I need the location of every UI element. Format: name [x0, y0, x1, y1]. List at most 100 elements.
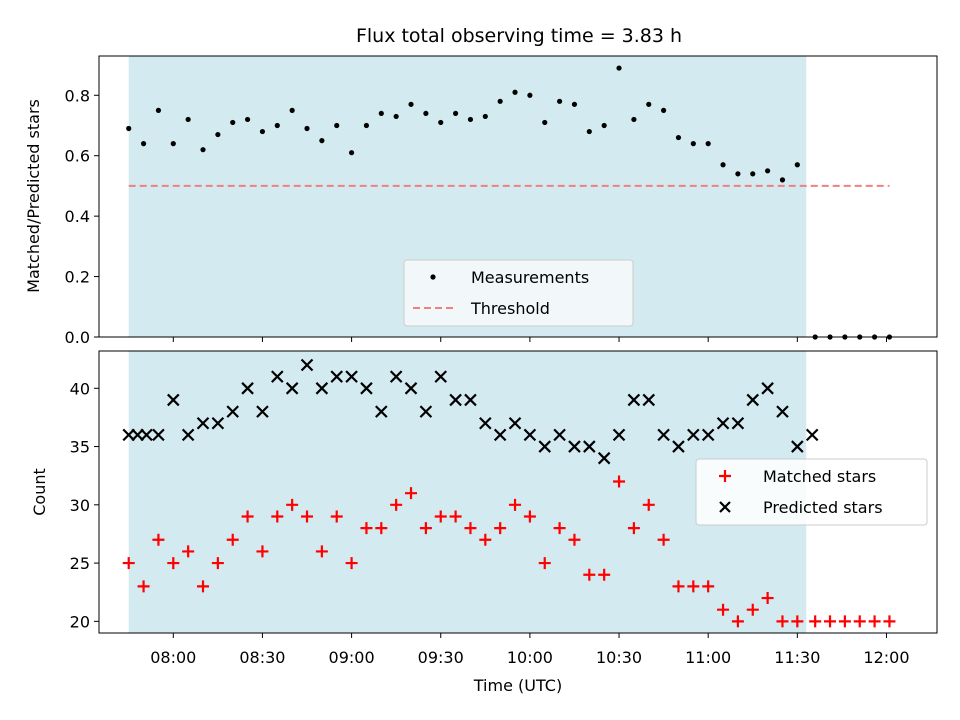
predicted-star-point: [508, 416, 522, 430]
x-tick-label: 10:00: [507, 648, 553, 667]
matched-star-point: [464, 522, 477, 535]
measurement-point: [571, 101, 578, 107]
matched-star-point: [449, 510, 462, 523]
top-y-tick-label: 0.4: [65, 207, 90, 226]
matched-star-point: [419, 522, 432, 535]
predicted-star-point: [389, 370, 403, 383]
predicted-star-point: [152, 428, 165, 442]
predicted-star-point: [716, 416, 730, 430]
matched-star-point: [315, 545, 328, 558]
legend-predicted-label: Predicted stars: [763, 498, 883, 517]
predicted-star-point: [568, 440, 581, 453]
predicted-star-point: [271, 370, 284, 383]
matched-star-point: [672, 580, 685, 593]
measurement-point: [452, 110, 459, 117]
predicted-star-point: [211, 416, 225, 430]
predicted-star-point: [449, 393, 462, 407]
x-tick-label: 08:30: [239, 648, 285, 667]
legend-measurements-label: Measurements: [471, 268, 589, 287]
predicted-star-point: [791, 440, 804, 453]
measurement-point: [319, 138, 325, 144]
bottom-y-tick-label: 35: [70, 438, 90, 457]
bottom-legend-box: [695, 458, 928, 526]
predicted-star-point: [464, 393, 477, 407]
predicted-star-point: [345, 370, 358, 383]
legend-matched-label: Matched stars: [763, 467, 876, 486]
measurement-point: [378, 110, 384, 117]
legend-measurements-marker: [430, 274, 436, 280]
predicted-star-point: [612, 428, 626, 442]
matched-star-point: [809, 615, 822, 628]
bottom-y-tick-label: 25: [70, 554, 90, 573]
measurement-point: [765, 168, 771, 174]
matched-star-point: [271, 510, 284, 523]
measurement-point: [616, 65, 622, 71]
predicted-star-point: [627, 393, 641, 407]
predicted-star-point: [315, 382, 329, 395]
measurement-point: [438, 119, 444, 126]
matched-star-point: [405, 487, 418, 500]
predicted-star-point: [140, 428, 153, 442]
measurement-point: [720, 162, 726, 168]
matched-star-point: [791, 615, 804, 628]
measurement-point: [244, 116, 251, 123]
predicted-star-point: [642, 393, 656, 407]
matched-star-point: [330, 510, 343, 523]
matched-star-point: [868, 615, 881, 628]
matched-star-point: [360, 522, 373, 535]
measurement-point: [557, 98, 563, 104]
measurement-point: [423, 110, 429, 117]
predicted-star-point: [553, 428, 566, 442]
predicted-star-point: [583, 440, 596, 453]
measurement-point: [140, 141, 147, 147]
measurement-point: [259, 128, 266, 135]
predicted-star-point: [375, 405, 388, 418]
bottom-y-axis-label: Count: [30, 468, 49, 516]
measurement-point: [408, 101, 414, 107]
measurement-point: [215, 131, 221, 138]
top-y-tick-label: 0.6: [65, 147, 90, 166]
bottom-y-tick-label: 20: [70, 612, 90, 631]
measurement-point: [393, 113, 399, 120]
matched-star-point: [687, 580, 700, 593]
measurement-point: [705, 141, 711, 147]
measurement-point: [482, 113, 488, 120]
chart-title: Flux total observing time = 3.83 h: [356, 25, 682, 47]
matched-star-point: [197, 580, 210, 593]
matched-star-point: [717, 603, 730, 616]
predicted-star-point: [419, 405, 433, 418]
top-panel: 0.00.20.40.60.8 Matched/Predicted stars …: [24, 55, 938, 347]
measurement-point: [794, 162, 800, 168]
x-axis-label: Time (UTC): [473, 676, 562, 695]
predicted-star-point: [761, 382, 774, 395]
x-tick-label: 12:00: [863, 648, 909, 667]
matched-star-point: [211, 557, 224, 570]
matched-star-point: [746, 603, 759, 616]
matched-star-point: [152, 533, 165, 546]
measurement-point: [274, 122, 280, 129]
bottom-y-tick-label: 30: [70, 496, 90, 515]
top-y-tick-label: 0.8: [65, 86, 90, 105]
matched-star-point: [824, 615, 837, 628]
matched-star-point: [731, 615, 744, 628]
top-y-tick-label: 0.0: [65, 328, 90, 347]
bottom-panel: 20 25 30 35 40 08:00 08:30 09:00 09:30 10:00 10:30…: [30, 350, 938, 695]
measurement-point: [497, 98, 503, 104]
predicted-star-point: [746, 393, 760, 407]
measurement-point: [363, 122, 370, 129]
matched-star-point: [256, 545, 269, 558]
matched-star-point: [538, 557, 551, 570]
x-tick-label: 11:30: [774, 648, 820, 667]
matched-star-point: [776, 615, 789, 628]
matched-star-point: [479, 533, 492, 546]
top-y-tick-label: 0.2: [65, 268, 90, 287]
measurement-point: [735, 171, 741, 177]
measurement-point: [200, 147, 206, 153]
bottom-y-tick-label: 40: [70, 379, 90, 398]
predicted-star-point: [776, 405, 789, 418]
measurement-point: [646, 101, 652, 107]
predicted-star-point: [597, 451, 611, 465]
predicted-star-point: [493, 428, 507, 442]
measurement-point: [675, 134, 682, 141]
